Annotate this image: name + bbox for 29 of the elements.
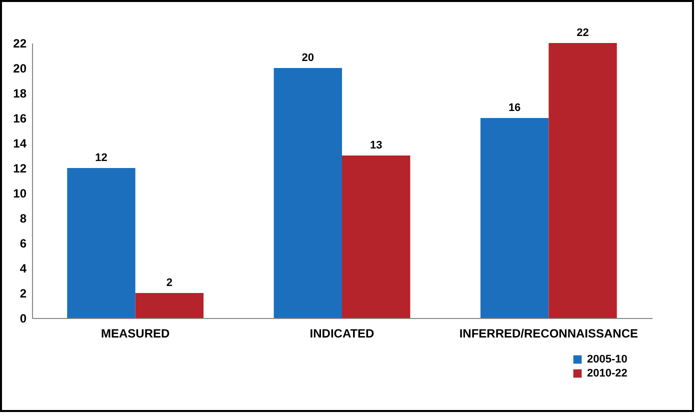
x-tick-label: INDICATED — [310, 326, 375, 340]
bar — [480, 118, 549, 318]
y-tick-label: 18 — [13, 86, 27, 100]
y-tick-label: 16 — [13, 112, 27, 126]
y-tick-label: 8 — [20, 212, 27, 226]
data-label: 13 — [370, 140, 382, 152]
y-tick-label: 4 — [20, 262, 27, 276]
data-label: 22 — [576, 27, 589, 39]
data-label: 20 — [302, 52, 314, 64]
legend-label: 2010-22 — [587, 368, 628, 380]
y-tick-label: 14 — [13, 136, 27, 150]
x-tick-label: MEASURED — [100, 326, 170, 340]
bar — [135, 293, 204, 318]
bar — [342, 156, 410, 318]
y-tick-label: 12 — [13, 162, 27, 176]
y-tick-label: 22 — [13, 36, 27, 50]
data-label: 12 — [95, 152, 108, 164]
data-label: 16 — [508, 102, 521, 114]
bar — [548, 43, 617, 318]
y-tick-label: 20 — [13, 62, 27, 76]
data-label: 2 — [166, 277, 172, 289]
y-tick-label: 0 — [20, 312, 27, 326]
x-tick-label: INFERRED/RECONNAISSANCE — [459, 326, 638, 340]
y-tick-label: 6 — [20, 236, 27, 250]
bar — [67, 168, 136, 318]
y-tick-label: 2 — [20, 286, 27, 300]
y-tick-label: 10 — [13, 186, 27, 200]
bar — [274, 68, 342, 318]
legend-label: 2005-10 — [587, 354, 628, 366]
